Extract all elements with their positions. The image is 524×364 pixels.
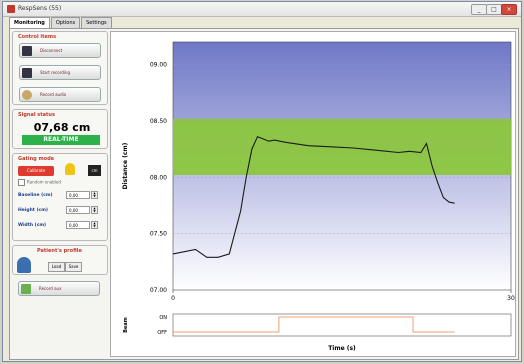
start-recording-button[interactable]: Start recording [19,65,101,80]
bell-icon[interactable] [65,163,75,175]
random-enabled-label: Random enabled [27,179,61,185]
x-tick-label: 0 [171,295,175,302]
save-button[interactable]: Save [65,262,82,272]
disconnect-button[interactable]: Disconnect [19,43,101,58]
beam-axis-label: Beam [123,317,129,333]
patient-avatar-icon [17,257,31,273]
height-input[interactable]: 0,00 [66,206,90,214]
load-button[interactable]: Load [48,262,65,272]
y-tick-label: 09.00 [150,62,167,69]
calibrate-button[interactable]: Calibrate [18,166,54,176]
tab-bar: Monitoring Options Settings [9,17,113,28]
height-label: Height (cm) [18,208,48,213]
realtime-badge: REAL-TIME [22,135,100,145]
record-aux-label: Record aux [39,286,62,291]
magnifier-icon [22,90,32,100]
app-icon [7,5,15,13]
baseline-row: Baseline (cm) 0,00 ▲ ▼ [18,191,104,200]
control-header: Control items [18,34,57,40]
record-audio-label: Record audio [40,92,67,97]
height-spinner[interactable]: ▲ ▼ [91,206,98,214]
disconnect-label: Disconnect [40,48,63,53]
gating-band [173,118,511,176]
disconnect-icon [22,46,32,56]
maximize-button[interactable]: □ [486,4,502,15]
gating-header: Gating mode [18,156,55,162]
x-tick-label: 30 [507,295,515,302]
signal-group: Signal status 07,68 cm REAL-TIME [12,109,108,149]
control-group: Control items Disconnect Start recording… [12,31,108,105]
width-label: Width (cm) [18,223,47,228]
left-sidebar: Control items Disconnect Start recording… [12,31,108,357]
width-spinner[interactable]: ▲ ▼ [91,221,98,229]
record-icon [22,68,32,78]
unit-icon: cm [88,165,101,176]
patient-group: Patient's profile Load Save [12,245,108,275]
title-bar: RespSens (55) _ □ × [3,2,521,17]
aux-icon [21,284,31,294]
close-button[interactable]: × [501,4,517,15]
beam-off-label: OFF [157,330,167,336]
height-row: Height (cm) 0,00 ▲ ▼ [18,206,104,215]
y-tick-label: 08.50 [150,118,167,125]
width-row: Width (cm) 0,00 ▲ ▼ [18,221,104,230]
gating-group: Gating mode Calibrate cm Random enabled … [12,153,108,241]
beam-panel [172,313,512,337]
width-input[interactable]: 0,00 [66,221,90,229]
minimize-button[interactable]: _ [471,4,487,15]
y-tick-label: 08.00 [150,174,167,181]
y-axis-label: Distance (cm) [122,142,129,189]
tab-settings[interactable]: Settings [81,17,112,28]
beam-on-label: ON [159,315,167,321]
patient-header: Patient's profile [37,248,82,254]
beam-line [173,316,455,333]
x-axis-label: Time (s) [328,345,356,352]
signal-header: Signal status [18,112,55,118]
tab-monitoring[interactable]: Monitoring [9,17,50,28]
window-title: RespSens (55) [18,5,62,12]
baseline-label: Baseline (cm) [18,193,53,198]
series-line [172,135,455,258]
monitoring-panel: Control items Disconnect Start recording… [9,28,519,360]
baseline-spinner[interactable]: ▲ ▼ [91,191,98,199]
y-tick-label: 07.50 [150,231,167,238]
chart-area: 07.00 07.50 08.00 08.50 09.00 0 30 Distance (… [110,31,516,357]
baseline-input[interactable]: 0,00 [66,191,90,199]
start-recording-label: Start recording [40,70,71,75]
y-tick-label: 07.00 [150,287,167,294]
record-aux-button[interactable]: Record aux [18,281,100,296]
tab-options[interactable]: Options [50,17,81,28]
distance-readout: 07,68 cm [33,121,91,134]
distance-chart: 07.00 07.50 08.00 08.50 09.00 0 30 Distance (… [122,41,515,352]
checkbox-box[interactable] [18,179,25,186]
random-enabled-checkbox[interactable]: Random enabled [18,179,61,186]
record-audio-button[interactable]: Record audio [19,87,101,102]
